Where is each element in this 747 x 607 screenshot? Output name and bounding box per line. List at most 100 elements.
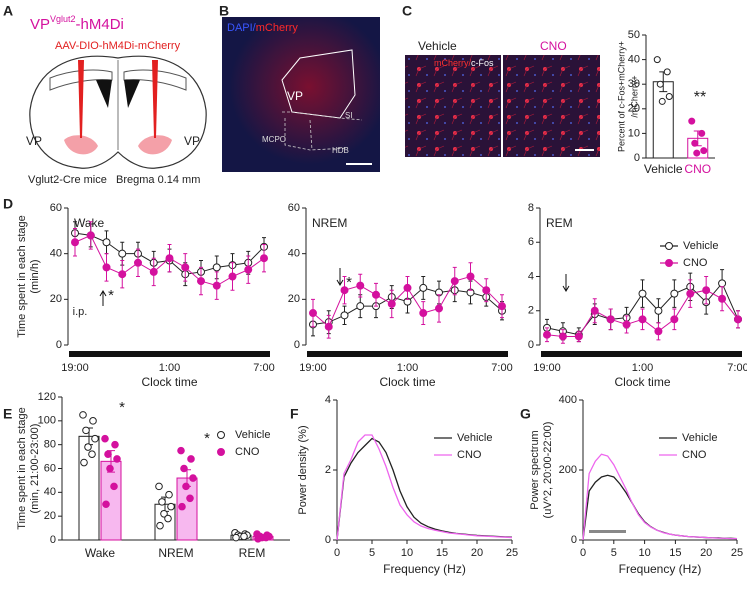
y-axis-label: Time spent in each stage — [16, 407, 28, 530]
y-axis-label: /mCherry+ — [629, 75, 639, 117]
y-tick-label: 0 — [571, 534, 577, 546]
y-tick-label: 50 — [628, 29, 640, 41]
y-tick-label: 60 — [50, 202, 62, 214]
data-point — [186, 494, 194, 503]
spectrum-line — [336, 437, 513, 541]
y-axis-label: Power spectrum — [529, 430, 541, 509]
legend-label: CNO — [235, 446, 260, 458]
data-point — [606, 315, 615, 324]
x-tick-label: 7:00 — [727, 362, 747, 374]
y-axis-label: (min/h) — [29, 259, 41, 293]
region-label: MCPO — [262, 135, 286, 144]
data-point — [698, 129, 706, 137]
x-tick-label: 25 — [506, 547, 518, 559]
y-tick-label: 30 — [628, 78, 640, 90]
data-point — [403, 283, 412, 292]
brain-schematic: VPVglut2-hM4Di AAV-DIO-hM4Di-mCherry VP … — [26, 14, 207, 186]
x-tick-label: 5 — [611, 547, 617, 559]
y-tick-label: 20 — [288, 293, 300, 305]
x-axis-label: Clock time — [614, 375, 670, 389]
data-point — [197, 277, 205, 286]
region-label: VP — [287, 89, 303, 103]
x-tick-label: 20 — [471, 547, 483, 559]
data-point — [693, 149, 701, 157]
legend-label: Vehicle — [683, 240, 718, 252]
data-point — [89, 417, 97, 425]
title-rest: -hM4Di — [76, 16, 124, 33]
condition-label: CNO — [540, 39, 567, 53]
data-point — [653, 56, 661, 64]
x-tick-label: 7:00 — [253, 362, 274, 374]
stain-label: mCherry/c-Fos — [434, 58, 494, 68]
data-point — [111, 440, 119, 449]
data-point — [91, 434, 99, 443]
title-main: VP — [30, 16, 50, 33]
data-point — [106, 464, 114, 473]
data-point — [102, 238, 111, 247]
x-tick-label: CNO — [684, 162, 711, 176]
injection-arrow — [562, 274, 570, 292]
y-tick-label: 80 — [44, 439, 56, 451]
dark-phase-bar — [69, 351, 270, 357]
data-point — [82, 426, 90, 435]
x-tick-label: REM — [239, 546, 266, 560]
data-point — [498, 302, 506, 311]
x-tick-label: 15 — [436, 547, 448, 559]
data-point — [654, 327, 663, 336]
panel-title: REM — [546, 216, 573, 230]
y-tick-label: 400 — [559, 394, 577, 406]
data-point — [324, 322, 333, 331]
dark-phase-bar — [307, 351, 508, 357]
stain-cfos: c-Fos — [471, 58, 494, 68]
data-point — [466, 272, 475, 281]
data-point — [84, 443, 92, 451]
data-point — [189, 474, 197, 482]
data-point — [262, 533, 270, 542]
corpus-callosum — [123, 69, 187, 91]
data-point — [118, 270, 127, 279]
x-axis-label: Clock time — [379, 375, 435, 389]
data-point — [691, 139, 699, 147]
y-tick-label: 60 — [288, 202, 300, 214]
panel-label: C — [402, 3, 412, 19]
data-point — [686, 289, 695, 298]
annotation: * — [346, 274, 352, 291]
data-point — [340, 286, 349, 295]
data-point — [638, 315, 647, 324]
data-point — [180, 464, 188, 473]
y-tick-label: 0 — [528, 339, 534, 351]
micrograph — [503, 55, 600, 157]
panel-label: A — [3, 3, 13, 19]
data-point — [164, 514, 172, 523]
legend-label: Vehicle — [457, 432, 492, 444]
data-point — [158, 498, 166, 506]
legend-label: CNO — [682, 449, 707, 461]
micrographs: Vehicle CNO mCherry/c-Fos — [405, 39, 600, 157]
bregma-label: Bregma 0.14 mm — [116, 174, 200, 186]
data-point — [244, 265, 253, 274]
data-point — [86, 231, 95, 240]
data-point — [718, 294, 727, 303]
data-point — [110, 482, 118, 491]
y-axis-label: (min, 21:00-23:00) — [29, 424, 41, 514]
data-point — [543, 330, 551, 339]
data-point — [654, 306, 663, 315]
legend-marker — [665, 242, 673, 250]
data-point — [79, 411, 87, 419]
legend-marker — [665, 259, 673, 267]
condition-label: Vehicle — [418, 39, 457, 53]
y-axis-label: Time spent in each stage — [16, 215, 28, 338]
y-tick-label: 0 — [50, 534, 56, 546]
region-label: HDB — [332, 146, 349, 155]
data-point — [102, 500, 110, 509]
x-tick-label: 19:00 — [61, 362, 89, 374]
y-tick-label: 20 — [628, 103, 640, 115]
y-tick-label: 0 — [294, 339, 300, 351]
data-point — [387, 299, 396, 308]
data-point — [118, 249, 127, 258]
panel-label: D — [3, 196, 13, 212]
data-point — [356, 302, 365, 311]
x-tick-label: 19:00 — [299, 362, 327, 374]
stain-dapi: DAPI/ — [227, 22, 257, 34]
data-point — [356, 281, 365, 290]
